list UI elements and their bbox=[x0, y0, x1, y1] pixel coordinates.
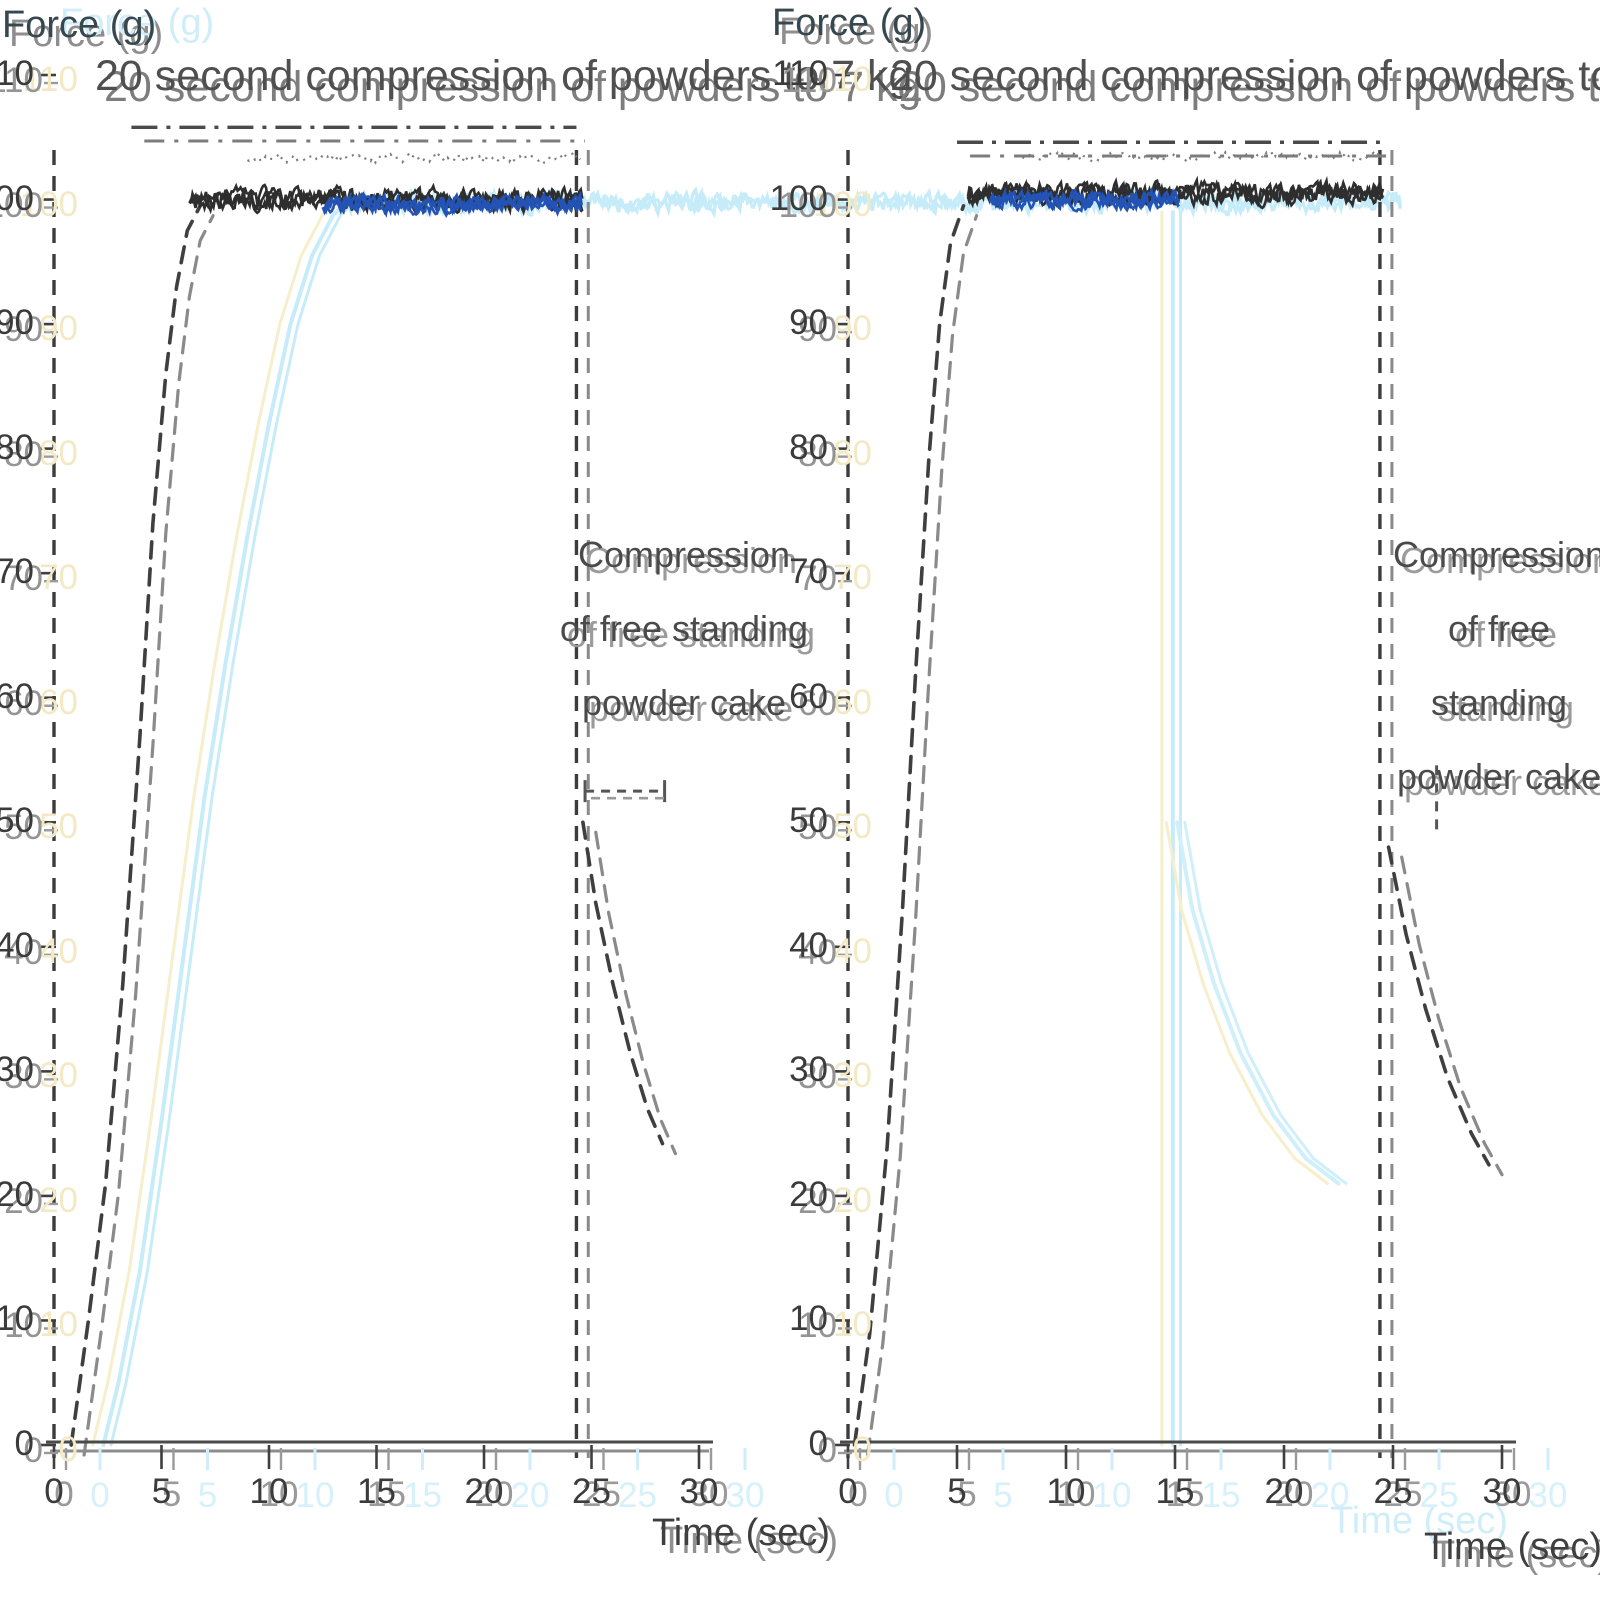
y-tick-label: 30 bbox=[0, 1050, 34, 1090]
y-tick-label: 0 bbox=[808, 1424, 828, 1463]
annotation-line: of free standing bbox=[559, 608, 809, 649]
y-tick-label: 70 bbox=[789, 552, 828, 592]
y-tick-label: 50 bbox=[0, 801, 34, 841]
series-free-standing-cake-decay-dashed- bbox=[1386, 845, 1491, 1167]
y-tick-label: 20 bbox=[789, 1174, 828, 1214]
panel-right-annotation: Compression of free standing powder cake bbox=[1390, 518, 1600, 814]
y-tick-label: 40 bbox=[0, 925, 34, 965]
series-ghost-frame-plateau-pale-cyan-noisy- bbox=[690, 185, 1403, 218]
series-hold-plateau-measured-noisy-black- bbox=[188, 184, 584, 216]
panel-right-title: 20 second compression of powders to 7 kg bbox=[890, 52, 1600, 100]
series-ghost-frame-rise-pale-cyan- bbox=[109, 198, 360, 1447]
series-ghost bbox=[594, 830, 677, 1156]
x-tick-label: 15 bbox=[1155, 1472, 1195, 1511]
panel-left-title: 20 second compression of powders to 7 kg bbox=[95, 52, 913, 100]
y-tick-label: 10 bbox=[0, 1299, 34, 1339]
x-tick-label: 0 bbox=[838, 1472, 858, 1511]
y-tick-label: 0 bbox=[14, 1424, 34, 1463]
x-tick-label: 30 bbox=[679, 1472, 719, 1511]
x-tick-label: 5 bbox=[151, 1472, 172, 1511]
y-tick-label: 40 bbox=[789, 925, 828, 965]
series-ghost-frame-cake-decay-pale-cyan- bbox=[1175, 820, 1341, 1186]
series-ghost-yellow bbox=[1164, 820, 1330, 1185]
y-tick-label: 60 bbox=[789, 676, 828, 716]
x-tick-label: 10 bbox=[249, 1472, 289, 1511]
series-hold-plateau-overlay-blue-noisy- bbox=[321, 191, 583, 217]
series-hold-plateau-overlay-blue-noisy- bbox=[988, 186, 1181, 213]
y-tick-label: 90 bbox=[0, 303, 34, 343]
annotation-line: powder cake bbox=[581, 682, 787, 723]
y-tick-label: 100 bbox=[769, 178, 828, 218]
annotation-line: powder cake bbox=[1396, 756, 1600, 797]
panel-right-y-axis-label: Force (g) bbox=[772, 2, 927, 44]
y-tick-label: 80 bbox=[0, 427, 34, 467]
y-tick-label: 10 bbox=[789, 1299, 828, 1339]
y-tick-label: 110 bbox=[0, 54, 34, 93]
x-tick-label: 25 bbox=[1373, 1472, 1413, 1511]
y-tick-label: 70 bbox=[0, 552, 34, 592]
y-tick-label: 60 bbox=[0, 676, 34, 716]
panel-left-annotation: Compression of free standing powder cake bbox=[556, 518, 812, 740]
x-tick-label: 20 bbox=[1264, 1472, 1304, 1511]
series-ghost bbox=[866, 214, 979, 1457]
panel-left-x-axis-label: Time (sec) bbox=[652, 1512, 831, 1554]
y-tick-label: 110 bbox=[772, 54, 828, 93]
x-tick-label: 20 bbox=[464, 1472, 504, 1511]
x-tick-label: 25 bbox=[572, 1472, 611, 1511]
series-ghost-frame-rise-pale-cyan- bbox=[101, 197, 353, 1447]
series-vessel-compression-dashed- bbox=[852, 204, 966, 1447]
series-ghost bbox=[82, 214, 215, 1457]
annotation-line: of free standing bbox=[1430, 608, 1568, 723]
x-tick-label: 5 bbox=[947, 1472, 967, 1511]
series-vessel-compression-dashed- bbox=[69, 204, 202, 1447]
panel-right-x-axis-label: Time (sec) bbox=[1424, 1526, 1600, 1568]
panel-left-y-axis-label: Force (g) bbox=[2, 4, 157, 46]
x-tick-label: 0 bbox=[44, 1472, 64, 1511]
y-tick-label: 50 bbox=[789, 801, 828, 841]
series-ghost bbox=[1400, 855, 1504, 1177]
x-tick-label: 30 bbox=[1482, 1472, 1522, 1511]
y-tick-label: 90 bbox=[789, 303, 828, 343]
series-ghost-yellow bbox=[91, 198, 342, 1447]
y-tick-label: 30 bbox=[789, 1050, 828, 1090]
series-ghost-dots-above-plateau bbox=[246, 151, 582, 166]
series-ghost-frame-cake-decay-pale-cyan- bbox=[1183, 820, 1348, 1185]
y-tick-label: 100 bbox=[0, 178, 34, 218]
x-tick-label: 10 bbox=[1046, 1472, 1086, 1511]
y-tick-label: 20 bbox=[0, 1174, 34, 1214]
annotation-line: Compression bbox=[577, 534, 791, 575]
x-tick-label: 15 bbox=[357, 1472, 396, 1511]
annotation-line: Compression bbox=[1392, 534, 1600, 575]
series-free-standing-cake-decay-dashed- bbox=[581, 820, 665, 1146]
y-tick-label: 80 bbox=[789, 427, 828, 467]
